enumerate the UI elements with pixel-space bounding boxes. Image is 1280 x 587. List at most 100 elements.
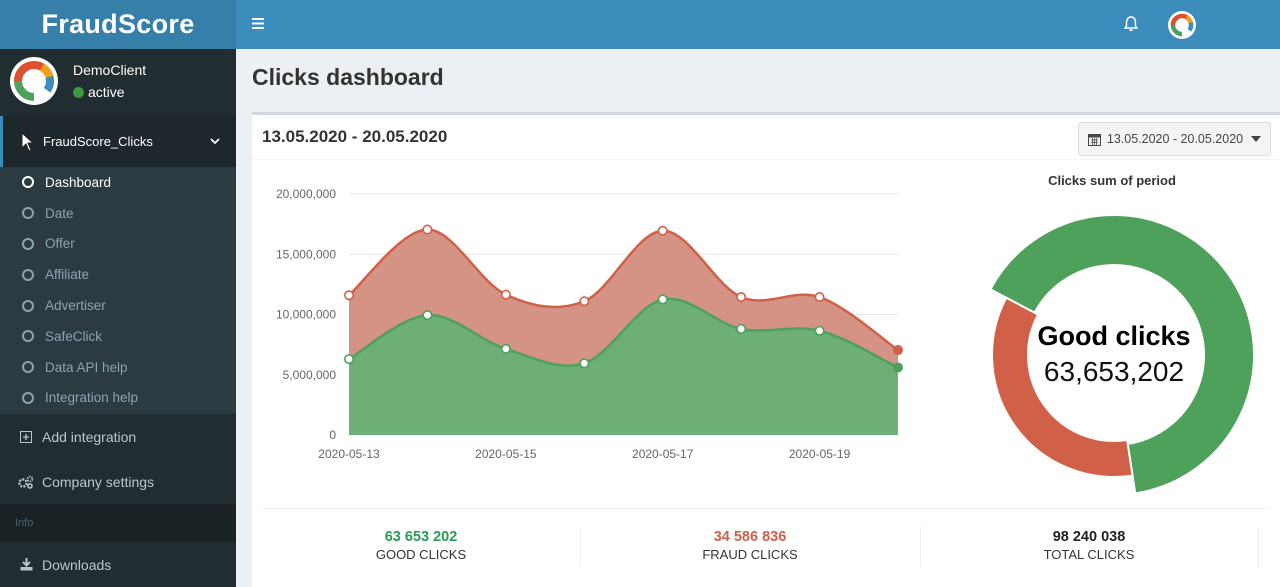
submenu-item-label: Dashboard (45, 174, 112, 190)
circle-icon (22, 207, 34, 220)
menu-fraudscore-clicks[interactable]: FraudScore_Clicks (0, 116, 236, 167)
submenu-item-integration-help[interactable]: Integration help (0, 383, 236, 414)
submenu: Dashboard Date Offer Affiliate Advertise… (0, 167, 236, 414)
stat-label: TOTAL CLICKS (1043, 547, 1135, 562)
y-tick-label: 0 (329, 428, 336, 442)
date-range-picker-button[interactable]: 13.05.2020 - 20.05.2020 (1078, 122, 1271, 156)
sidebar: FraudScore DemoClient active FraudScore_… (0, 0, 236, 587)
box-header: 13.05.2020 - 20.05.2020 13.05.2020 - 20.… (252, 115, 1280, 160)
section-header-label: Info (15, 517, 34, 529)
series-line-0 (348, 297, 899, 369)
plus-square-icon (18, 430, 34, 443)
stat-fraud-clicks: 34 586 836 FRAUD CLICKS (580, 529, 920, 565)
y-tick-label: 15,000,000 (276, 247, 336, 261)
submenu-item-offer[interactable]: Offer (0, 229, 236, 260)
data-point-1-2 (500, 289, 511, 300)
user-name: DemoClient (73, 62, 147, 78)
download-icon (18, 558, 34, 571)
stat-total-clicks: 98 240 038 TOTAL CLICKS (920, 529, 1258, 565)
hamburger-menu-icon[interactable] (252, 18, 264, 29)
data-point-1-5 (736, 292, 747, 303)
submenu-item-label: Data API help (45, 359, 128, 375)
data-point-0-6 (814, 325, 825, 336)
y-tick-label: 20,000,000 (276, 187, 336, 201)
y-tick-label: 10,000,000 (276, 308, 336, 322)
submenu-item-label: Integration help (45, 390, 139, 406)
y-tick-label: 5,000,000 (283, 368, 337, 382)
section-header-info: Info (0, 504, 236, 542)
submenu-item-label: Date (45, 205, 74, 221)
sidebar-item-company-settings[interactable]: Company settings (0, 459, 236, 504)
data-point-0-1 (422, 310, 433, 321)
top-user-avatar[interactable] (1168, 11, 1196, 39)
dashboard-box: 13.05.2020 - 20.05.2020 13.05.2020 - 20.… (252, 112, 1280, 587)
clicks-area-chart: 0 5,000,000 10,000,000 15,000,000 20,000,000… (276, 187, 903, 461)
calendar-icon (1087, 133, 1101, 146)
x-tick-label: 2020-05-13 (318, 447, 380, 461)
stat-value: 63 653 202 (384, 529, 458, 545)
data-point-1-0 (344, 290, 355, 301)
circle-icon (22, 361, 34, 374)
chevron-down-icon (210, 138, 220, 145)
data-point-0-5 (736, 323, 747, 334)
x-tick-label: 2020-05-19 (789, 447, 851, 461)
sidebar-item-downloads[interactable]: Downloads (0, 542, 236, 587)
stat-label: GOOD CLICKS (375, 547, 467, 562)
data-point-0-2 (500, 343, 511, 354)
page-title: Clicks dashboard (252, 64, 444, 90)
sidebar-item-label: Company settings (42, 473, 155, 490)
stat-label: FRAUD CLICKS (702, 547, 798, 562)
top-navbar (236, 0, 1280, 49)
status-dot-icon (73, 86, 84, 98)
data-point-0-3 (579, 358, 590, 369)
circle-icon (22, 237, 34, 250)
stats-row: 63 653 202 GOOD CLICKS 34 586 836 FRAUD … (262, 508, 1270, 578)
fraudscore-logo-icon (14, 61, 54, 101)
submenu-item-label: Affiliate (45, 267, 90, 283)
submenu-item-date[interactable]: Date (0, 198, 236, 229)
donut-center-value: 63,653,202 (1044, 356, 1184, 387)
sidebar-item-label: Add integration (42, 428, 137, 445)
donut-slice-0 (989, 214, 1255, 495)
user-status-label: active (88, 84, 125, 100)
menu-header-label: FraudScore_Clicks (43, 134, 153, 149)
data-point-1-1 (422, 224, 433, 235)
submenu-item-safeclick[interactable]: SafeClick (0, 321, 236, 352)
sidebar-item-add-integration[interactable]: Add integration (0, 414, 236, 459)
stat-value: 98 240 038 (1052, 529, 1126, 545)
stat-divider (920, 527, 921, 567)
submenu-item-affiliate[interactable]: Affiliate (0, 259, 236, 290)
submenu-item-advertiser[interactable]: Advertiser (0, 290, 236, 321)
donut-title: Clicks sum of period (1048, 173, 1176, 188)
sidebar-item-label: Downloads (42, 556, 112, 573)
data-point-1-6 (814, 292, 825, 303)
submenu-item-dashboard[interactable]: Dashboard (0, 167, 236, 198)
user-status: active (73, 84, 146, 100)
circle-icon (22, 391, 34, 404)
data-point-0-0 (344, 354, 355, 365)
submenu-item-label: Offer (45, 236, 75, 252)
gears-icon (18, 475, 34, 489)
data-point-1-3 (579, 296, 590, 307)
data-point-1-4 (657, 225, 668, 236)
stat-divider (1258, 527, 1259, 567)
user-panel: DemoClient active (0, 49, 236, 113)
circle-icon (22, 330, 34, 343)
clicks-donut-chart: Good clicks 63,653,202 (989, 214, 1255, 495)
donut-slice-1 (991, 296, 1134, 478)
logo-text: FraudScore (41, 9, 195, 39)
app-logo[interactable]: FraudScore (0, 0, 236, 49)
data-point-1-7 (892, 345, 903, 356)
submenu-item-data-api-help[interactable]: Data API help (0, 352, 236, 383)
bell-icon[interactable] (1123, 15, 1139, 32)
submenu-item-label: Advertiser (45, 298, 106, 314)
date-range-title: 13.05.2020 - 20.05.2020 (262, 127, 448, 146)
date-range-button-label: 13.05.2020 - 20.05.2020 (1106, 132, 1244, 146)
x-tick-label: 2020-05-15 (475, 447, 537, 461)
stat-divider (580, 527, 581, 567)
data-point-0-7 (892, 362, 903, 373)
series-area-0 (349, 298, 898, 435)
user-avatar (10, 57, 58, 105)
data-point-0-4 (657, 294, 668, 305)
circle-icon (22, 299, 34, 312)
